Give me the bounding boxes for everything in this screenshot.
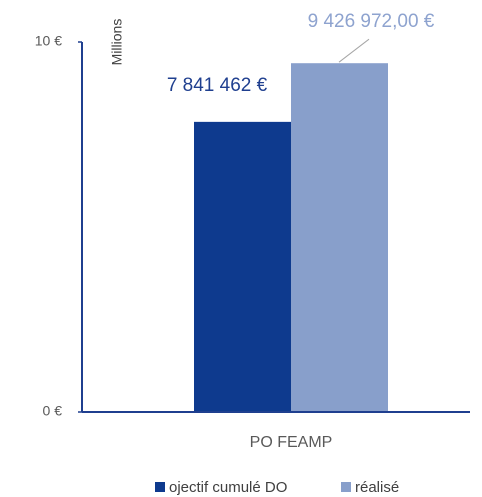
- leader-line: [338, 38, 370, 63]
- legend-label: réalisé: [355, 479, 399, 496]
- legend-swatch: [341, 482, 351, 492]
- data-label: 7 841 462 €: [167, 75, 268, 96]
- legend-label: ojectif cumulé DO: [169, 479, 287, 496]
- bar: [291, 63, 388, 413]
- y-tick-label: 10 €: [35, 33, 62, 49]
- y-axis-label: Millions: [109, 19, 125, 66]
- legend-swatch: [155, 482, 165, 492]
- y-tick-label: 0 €: [43, 403, 63, 419]
- bar: [194, 121, 291, 412]
- x-tick-label: PO FEAMP: [250, 434, 333, 451]
- data-label: 9 426 972,00 €: [308, 11, 435, 32]
